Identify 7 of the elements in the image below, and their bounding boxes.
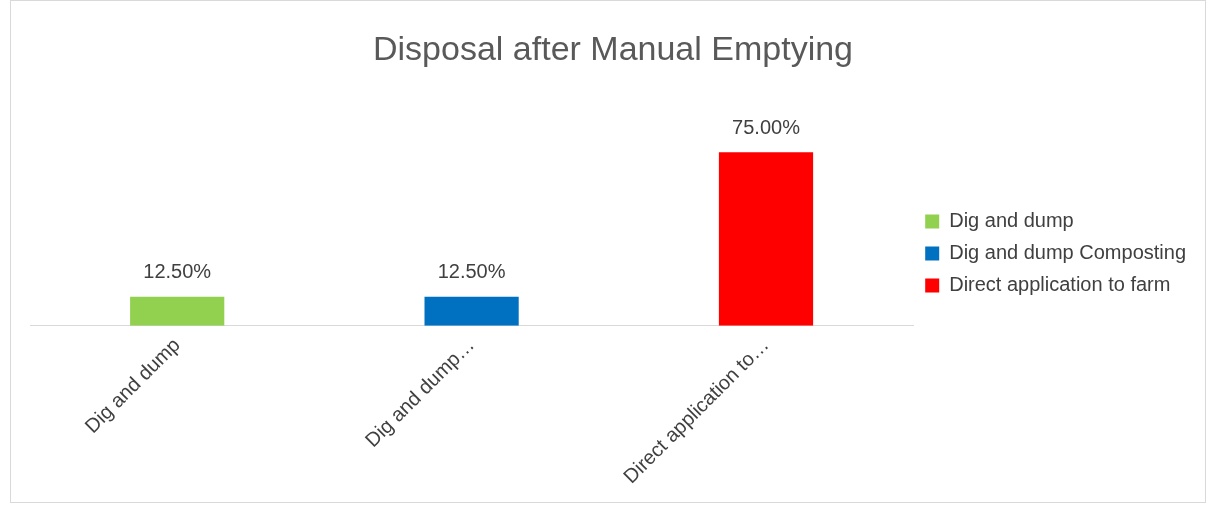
data-label: 12.50%: [143, 260, 212, 283]
chart-title: Disposal after Manual Emptying: [372, 28, 854, 67]
legend-label: Dig and dump Composting: [949, 241, 1186, 264]
legend-label: Dig and dump: [949, 209, 1074, 232]
data-label: 75.00%: [732, 115, 801, 138]
data-label: 12.50%: [437, 260, 506, 283]
legend-label: Direct application to farm: [949, 273, 1171, 296]
